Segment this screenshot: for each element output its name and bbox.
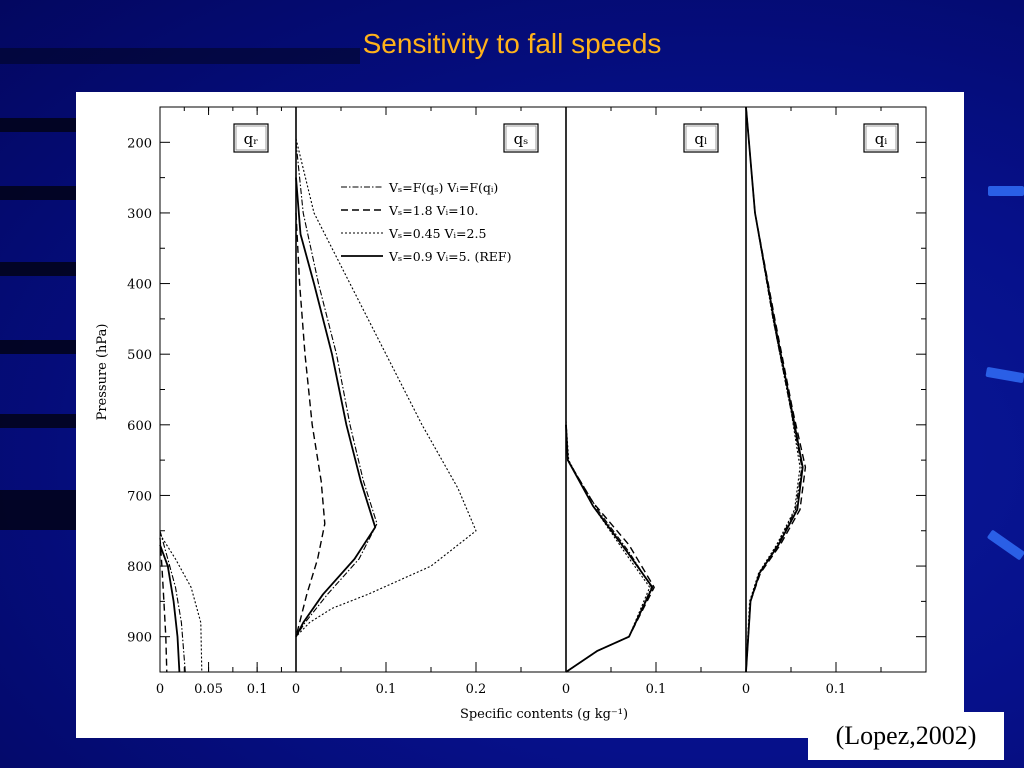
y-tick-label: 600 [127, 419, 152, 434]
panel-label-box [683, 123, 719, 153]
x-tick-label: 0.1 [646, 682, 667, 697]
plot-frame [159, 106, 927, 673]
x-tick-label: 0.1 [247, 682, 268, 697]
plot-panel: 200 300 400 500 600 700 800 900 Pressure (hPa) Sp… [76, 92, 964, 738]
legend-label: Vₛ=0.45 Vᵢ=2.5 [388, 226, 486, 241]
y-tick-label: 200 [127, 136, 152, 151]
series-line-qs-solid [295, 177, 377, 638]
panel-label: qₛ [514, 130, 529, 148]
panel-label-box-inner [685, 125, 717, 151]
series-line-qi-solid [745, 106, 804, 673]
background-dash [986, 529, 1024, 561]
x-tick-label: 0.1 [826, 682, 847, 697]
y-tick-label: 400 [127, 278, 152, 293]
y-axis-label: Pressure (hPa) [95, 324, 110, 421]
background-streak [0, 186, 80, 200]
panel-label-box-inner [505, 125, 537, 151]
y-tick-label: 500 [127, 348, 152, 363]
y-tick-label: 800 [127, 560, 152, 575]
panel-label-box [863, 123, 899, 153]
panel-label-box-inner [235, 125, 267, 151]
series-line-qs-dashed [295, 212, 326, 637]
citation-label: (Lopez,2002) [808, 712, 1004, 760]
x-tick-label: 0 [156, 682, 164, 697]
panel-label-box [503, 123, 539, 153]
x-tick-label: 0.2 [466, 682, 487, 697]
series-line-qr-dotted [159, 534, 203, 673]
x-axis-label: Specific contents (g kg⁻¹) [460, 707, 628, 722]
x-tick-label: 0 [292, 682, 300, 697]
x-tick-label: 0.05 [194, 682, 223, 697]
legend-label: Vₛ=F(qₛ) Vᵢ=F(qᵢ) [388, 180, 498, 195]
panel-label: qᵢ [875, 130, 888, 148]
chart-svg: 200 300 400 500 600 700 800 900 Pressure (hPa) Sp… [95, 106, 927, 722]
series-line-ql-dashdot [565, 424, 653, 673]
panel-label: qₗ [694, 130, 707, 148]
series-line-ql-dotted [565, 421, 651, 673]
background-dash [988, 186, 1024, 196]
series-line-qs-dashdot [295, 142, 378, 637]
series-line-qr-solid [159, 544, 181, 673]
background-streak [0, 340, 80, 354]
panel-label: qᵣ [244, 130, 259, 148]
legend-label: Vₛ=0.9 Vᵢ=5. (REF) [388, 249, 511, 264]
background-streak [0, 262, 80, 276]
y-tick-label: 900 [127, 631, 152, 646]
background-streak [0, 414, 80, 428]
series-line-ql-dashed [565, 424, 655, 673]
x-tick-label: 0 [742, 682, 750, 697]
background-dash [985, 366, 1024, 384]
series-line-qr-dashdot [159, 530, 186, 673]
x-tick-label: 0.1 [376, 682, 397, 697]
background-streak [0, 48, 360, 64]
panel-label-box-inner [865, 125, 897, 151]
background-streak [0, 490, 80, 530]
series-line-ql-solid [565, 424, 654, 673]
legend-label: Vₛ=1.8 Vᵢ=10. [388, 203, 478, 218]
panel-label-box [233, 123, 269, 153]
x-tick-label: 0 [562, 682, 570, 697]
slide-title: Sensitivity to fall speeds [362, 28, 662, 59]
series-line-qr-dashed [159, 537, 168, 673]
y-tick-label: 300 [127, 207, 152, 222]
background-streak [0, 118, 80, 132]
y-tick-label: 700 [127, 489, 152, 504]
